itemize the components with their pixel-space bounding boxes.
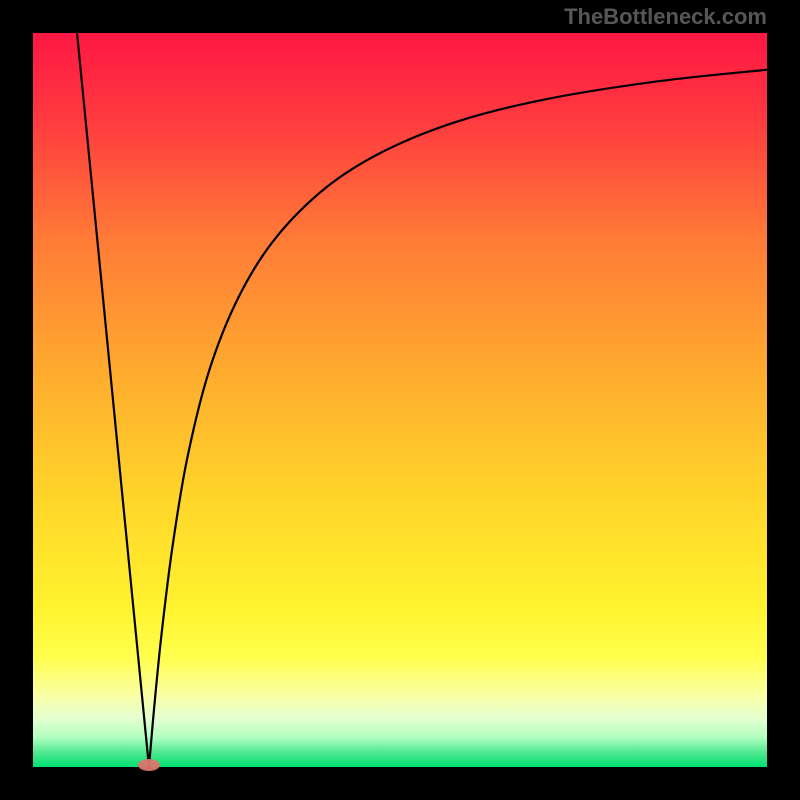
optimum-marker: [138, 759, 160, 771]
curve-layer: [0, 0, 800, 800]
watermark-label: TheBottleneck.com: [564, 4, 767, 30]
bottleneck-curve: [77, 33, 767, 767]
chart-container: { "figure": { "type": "line", "canvas": …: [0, 0, 800, 800]
